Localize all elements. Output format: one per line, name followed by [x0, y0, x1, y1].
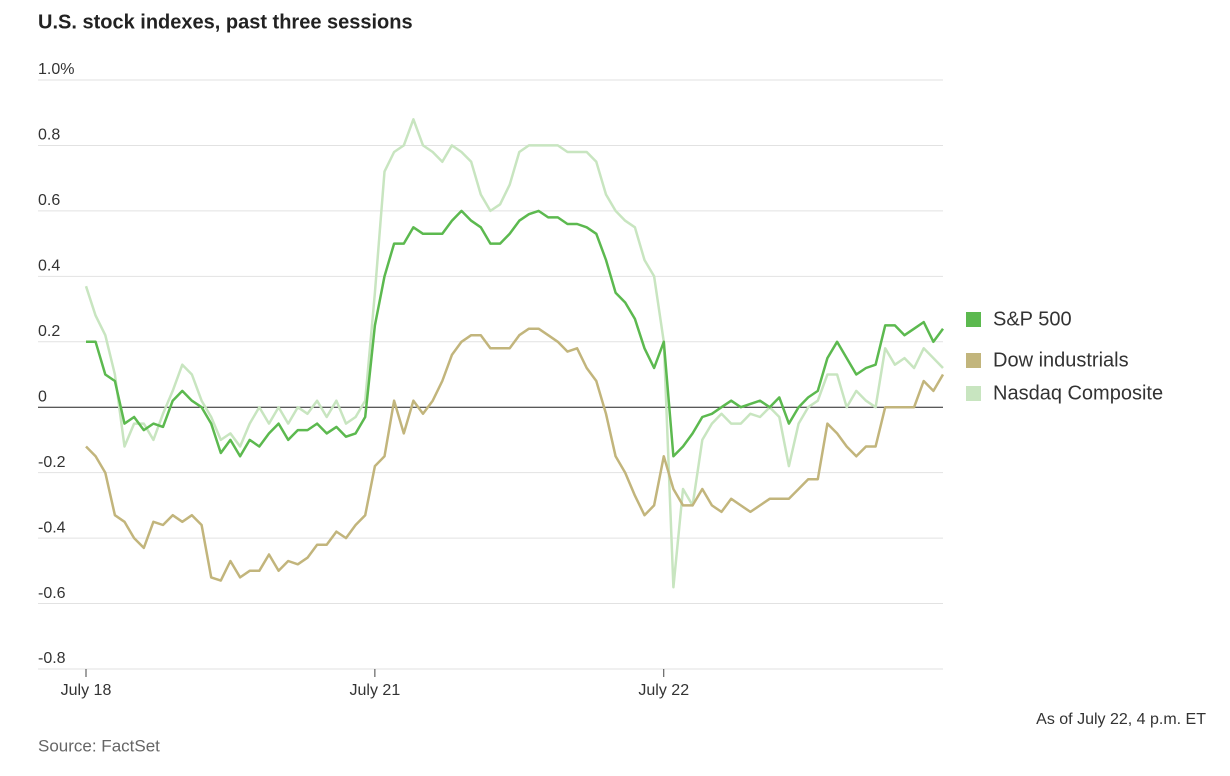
y-tick-label: -0.4 — [38, 519, 66, 536]
y-tick-label: -0.8 — [38, 650, 66, 667]
series-line — [85, 327, 945, 582]
x-tick-label: July 21 — [350, 682, 401, 699]
y-tick-label: 0.6 — [38, 192, 60, 209]
x-tick-label: July 18 — [61, 682, 112, 699]
note: As of July 22, 4 p.m. ET — [1036, 711, 1206, 728]
legend-label: S&P 500 — [993, 308, 1072, 330]
x-tick-label: July 22 — [638, 682, 689, 699]
source: Source: FactSet — [38, 736, 160, 755]
chart-title: U.S. stock indexes, past three sessions — [38, 11, 413, 33]
legend-label: Dow industrials — [993, 349, 1129, 371]
y-tick-label: 0.8 — [38, 127, 60, 144]
y-tick-label: -0.2 — [38, 454, 66, 471]
y-tick-label: 0.4 — [38, 258, 60, 275]
y-tick-label: 0.2 — [38, 323, 60, 340]
series-line — [84, 118, 944, 589]
y-tick-label: -0.6 — [38, 585, 66, 602]
legend-swatch — [966, 386, 981, 401]
y-tick-label: 1.0% — [38, 61, 74, 78]
legend-label: Nasdaq Composite — [993, 382, 1163, 404]
series-line — [86, 209, 945, 458]
y-tick-label: 0 — [38, 388, 47, 405]
legend-swatch — [966, 312, 981, 327]
legend-swatch — [966, 353, 981, 368]
